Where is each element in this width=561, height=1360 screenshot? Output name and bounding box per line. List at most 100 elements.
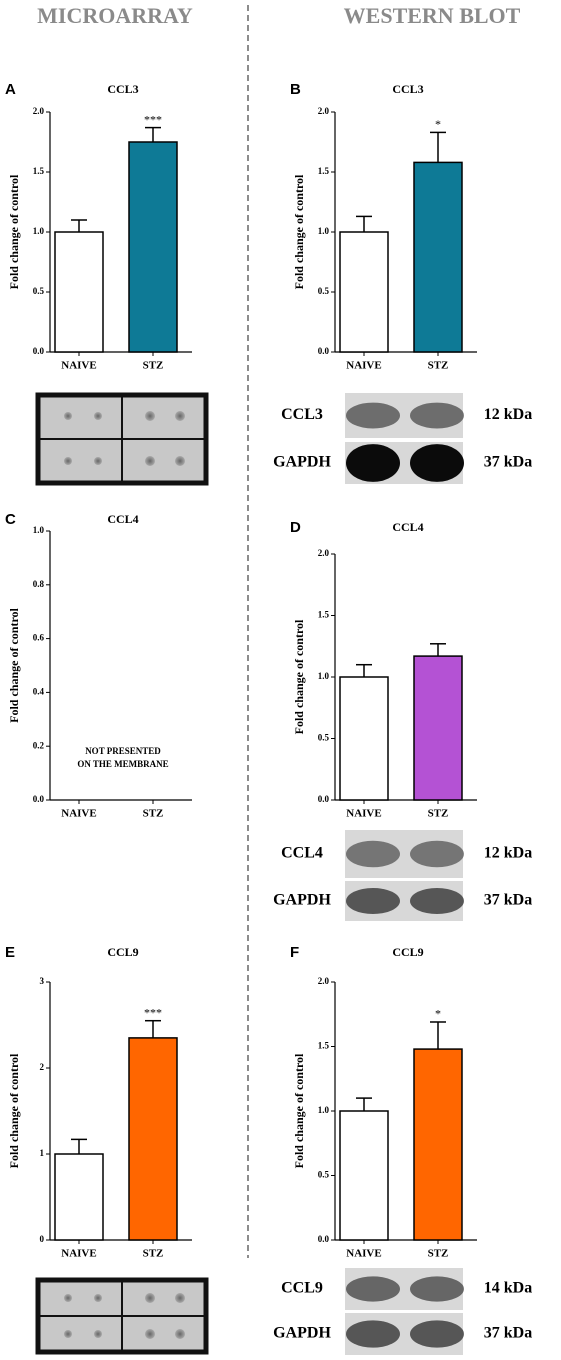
y-tick-label: 0.5: [318, 1170, 330, 1180]
x-tick-label: STZ: [428, 808, 449, 820]
blot-band: [346, 1320, 400, 1348]
protein-label: GAPDH: [273, 892, 331, 909]
y-tick-label: 1.5: [318, 166, 330, 176]
y-axis-label: Fold change of control: [292, 619, 306, 734]
x-tick-label: STZ: [143, 360, 164, 372]
x-tick-label: STZ: [143, 808, 164, 820]
significance: ***: [144, 1005, 162, 1019]
blot-band: [410, 402, 464, 429]
blot-band: [346, 402, 400, 429]
y-tick-label: 3: [40, 976, 45, 986]
y-tick-label: 0.0: [318, 346, 330, 356]
size-label: 37 kDa: [484, 1325, 532, 1342]
blot-strip: [345, 830, 463, 878]
y-axis-label: Fold change of control: [292, 1053, 306, 1168]
x-tick-label: NAIVE: [61, 1248, 96, 1260]
blot-band: [410, 840, 464, 868]
x-tick-label: STZ: [428, 360, 449, 372]
panel-label: D: [290, 519, 301, 536]
y-tick-label: 1.0: [318, 671, 330, 681]
chart-title: CCL9: [107, 945, 138, 959]
bar: [128, 141, 178, 353]
x-tick-label: NAIVE: [346, 808, 381, 820]
significance: *: [435, 117, 441, 131]
x-tick-label: NAIVE: [346, 360, 381, 372]
y-tick-label: 2.0: [318, 976, 330, 986]
y-tick-label: 2.0: [318, 548, 330, 558]
panel-label: C: [5, 511, 16, 528]
y-axis-label: Fold change of control: [7, 607, 21, 722]
panel-label: E: [5, 944, 15, 961]
x-tick-label: STZ: [143, 1248, 164, 1260]
x-tick-label: NAIVE: [61, 360, 96, 372]
chart-title: CCL4: [392, 520, 423, 534]
y-tick-label: 0.0: [318, 1234, 330, 1244]
y-axis-label: Fold change of control: [7, 174, 21, 289]
y-tick-label: 2.0: [33, 106, 45, 116]
x-tick-label: NAIVE: [61, 808, 96, 820]
y-tick-label: 0.4: [33, 686, 45, 696]
y-axis-label: Fold change of control: [7, 1053, 21, 1168]
protein-label: GAPDH: [273, 454, 331, 471]
bar: [54, 231, 104, 353]
y-tick-label: 0.0: [318, 794, 330, 804]
y-tick-label: 0.5: [33, 286, 45, 296]
bar: [413, 655, 463, 801]
blot-band: [410, 1276, 464, 1302]
y-tick-label: 1.5: [33, 166, 45, 176]
significance: ***: [144, 112, 162, 126]
significance: *: [435, 1007, 441, 1021]
blot-band: [346, 840, 400, 868]
blot-band: [410, 444, 464, 482]
bar: [54, 1153, 104, 1241]
size-label: 12 kDa: [484, 406, 532, 423]
y-tick-label: 2: [40, 1062, 45, 1072]
bar: [339, 231, 389, 353]
y-tick-label: 1.5: [318, 1041, 330, 1051]
size-label: 14 kDa: [484, 1280, 532, 1297]
blot-band: [410, 888, 464, 914]
bar: [413, 1048, 463, 1241]
protein-label: GAPDH: [273, 1325, 331, 1342]
bar: [413, 161, 463, 353]
y-axis-label: Fold change of control: [292, 174, 306, 289]
protein-label: CCL4: [281, 845, 323, 862]
blot-band: [410, 1320, 464, 1348]
y-tick-label: 1.0: [318, 1105, 330, 1115]
y-tick-label: 1.0: [318, 226, 330, 236]
bar: [339, 1110, 389, 1241]
x-tick-label: STZ: [428, 1248, 449, 1260]
chart-title: CCL3: [392, 82, 423, 96]
blot-band: [346, 888, 400, 914]
y-tick-label: 0.6: [33, 633, 45, 643]
panel-label: B: [290, 81, 301, 98]
microarray-image: [35, 392, 209, 486]
size-label: 37 kDa: [484, 892, 532, 909]
y-tick-label: 1.0: [33, 525, 45, 535]
chart-title: CCL4: [107, 512, 138, 526]
note: ON THE MEMBRANE: [77, 759, 168, 769]
size-label: 12 kDa: [484, 845, 532, 862]
column-header: WESTERN BLOT: [344, 3, 521, 28]
y-tick-label: 1.5: [318, 610, 330, 620]
protein-label: CCL3: [281, 406, 323, 423]
column-header: MICROARRAY: [37, 3, 193, 28]
blot-strip: [345, 393, 463, 438]
blot-band: [346, 1276, 400, 1302]
y-tick-label: 0.5: [318, 733, 330, 743]
blot-band: [346, 444, 400, 482]
microarray-image: [35, 1277, 209, 1355]
y-tick-label: 1.0: [33, 226, 45, 236]
protein-label: CCL9: [281, 1280, 323, 1297]
bar: [128, 1037, 178, 1241]
y-tick-label: 0.8: [33, 579, 45, 589]
y-tick-label: 0.2: [33, 740, 45, 750]
chart-title: CCL9: [392, 945, 423, 959]
bar: [339, 676, 389, 801]
y-tick-label: 2.0: [318, 106, 330, 116]
chart-title: CCL3: [107, 82, 138, 96]
x-tick-label: NAIVE: [346, 1248, 381, 1260]
y-tick-label: 0.0: [33, 346, 45, 356]
y-tick-label: 0.5: [318, 286, 330, 296]
